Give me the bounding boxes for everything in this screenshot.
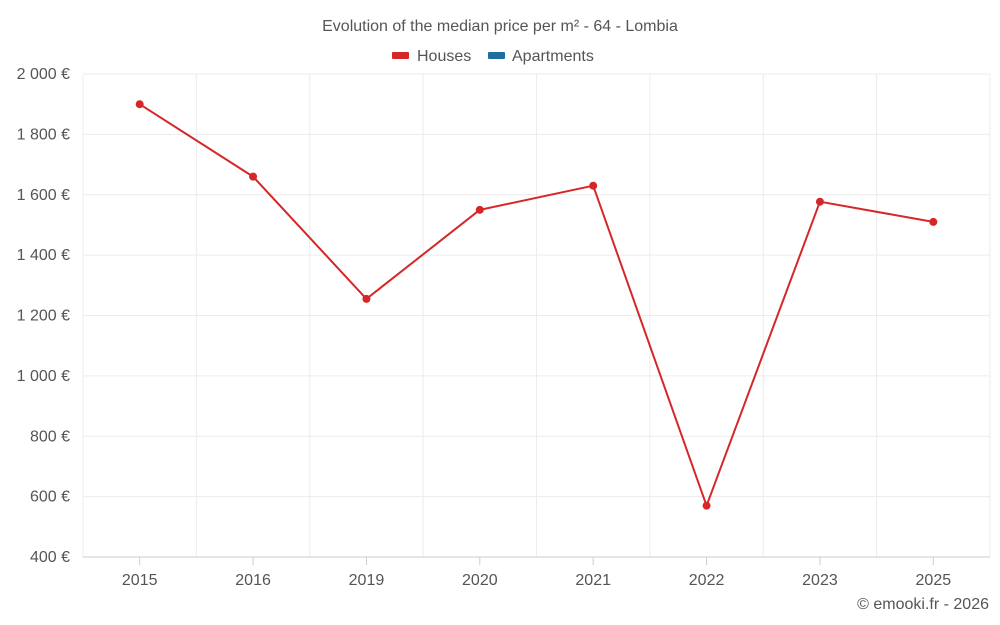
data-point-houses[interactable] [702, 501, 711, 510]
y-tick-label: 1 800 € [17, 126, 70, 143]
x-tick-label: 2020 [462, 572, 498, 589]
x-tick-label: 2015 [122, 572, 158, 589]
y-tick-label: 2 000 € [17, 66, 70, 83]
data-point-houses[interactable] [815, 197, 824, 206]
y-axis: 2 000 € 1 800 € 1 600 € 1 400 € 1 200 € 1 000… [17, 66, 70, 566]
legend-swatch-apartments [488, 52, 505, 59]
x-tick-label: 2022 [689, 572, 725, 589]
x-tick-label: 2025 [916, 572, 952, 589]
x-tick-label: 2016 [235, 572, 271, 589]
legend: Houses Apartments [392, 48, 594, 65]
x-axis: 2015 2016 2019 2020 2021 2022 2023 2025 [83, 556, 990, 589]
data-point-houses[interactable] [362, 294, 371, 303]
x-tick-label: 2021 [575, 572, 611, 589]
data-point-houses[interactable] [929, 217, 938, 226]
series-line-houses [139, 103, 934, 507]
y-tick-label: 1 400 € [17, 247, 70, 264]
y-tick-label: 1 200 € [17, 308, 70, 325]
data-point-houses[interactable] [249, 172, 258, 181]
x-tick-label: 2019 [349, 572, 385, 589]
y-tick-label: 1 600 € [17, 187, 70, 204]
legend-swatch-houses [392, 52, 409, 59]
chart-title: Evolution of the median price per m² - 6… [322, 18, 678, 35]
data-point-houses[interactable] [589, 181, 598, 190]
y-tick-label: 400 € [30, 549, 70, 566]
data-point-houses[interactable] [475, 205, 484, 214]
legend-item-houses[interactable]: Houses [392, 48, 471, 65]
y-tick-label: 600 € [30, 489, 70, 506]
y-tick-label: 1 000 € [17, 368, 70, 385]
y-tick-label: 800 € [30, 428, 70, 445]
x-tick-label: 2023 [802, 572, 838, 589]
legend-label-houses: Houses [417, 48, 471, 65]
credit-text: © emooki.fr - 2026 [857, 596, 989, 613]
grid [82, 73, 991, 557]
series-layer [135, 100, 938, 510]
legend-item-apartments[interactable]: Apartments [488, 48, 594, 65]
legend-label-apartments: Apartments [512, 48, 594, 65]
data-point-houses[interactable] [135, 100, 144, 109]
